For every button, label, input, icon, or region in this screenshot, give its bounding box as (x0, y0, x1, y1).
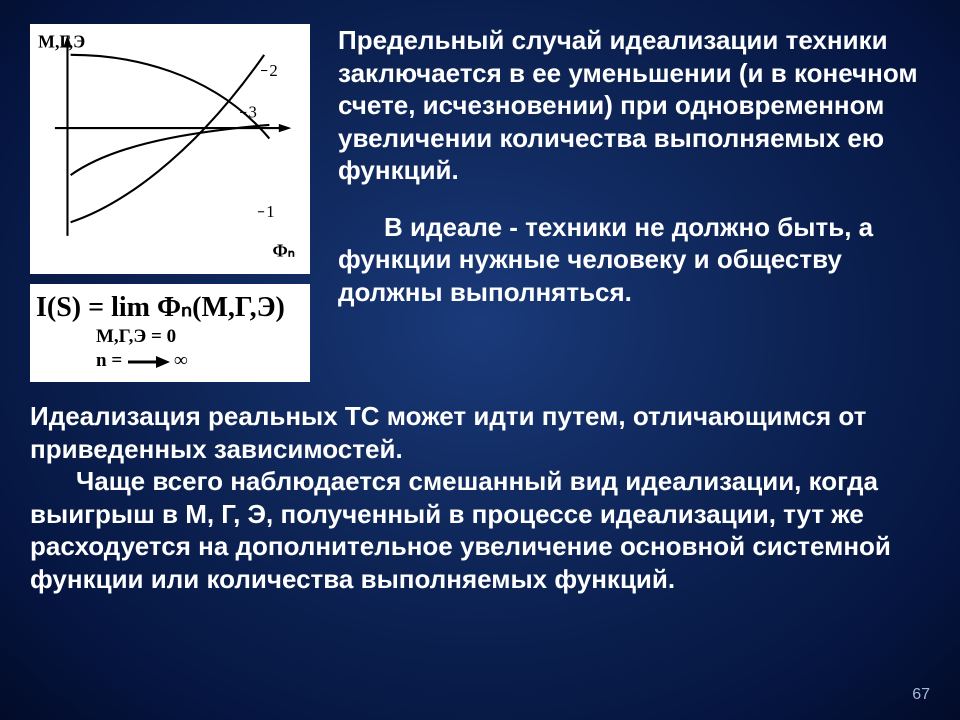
paragraph-2: В идеале - техники не должно быть, а фун… (338, 211, 930, 309)
idealization-chart: М,Г,Э Фₙ 1 2 3 (30, 24, 310, 274)
page-number: 67 (912, 686, 930, 704)
formula-sub2: n = ∞ (96, 350, 304, 372)
svg-text:3: 3 (248, 103, 256, 122)
arrow-icon (126, 350, 170, 372)
slide: М,Г,Э Фₙ 1 2 3 I(S) = lim Фₙ(М,Г,Э) М,Г,Э … (0, 0, 960, 615)
formula-sub1: М,Г,Э = 0 (96, 326, 304, 348)
paragraph-1: Предельный случай идеализации техники за… (338, 24, 930, 187)
left-column: М,Г,Э Фₙ 1 2 3 I(S) = lim Фₙ(М,Г,Э) М,Г,Э … (30, 24, 310, 382)
paragraph-3b: Чаще всего наблюдается смешанный вид иде… (30, 465, 930, 595)
chart-svg: М,Г,Э Фₙ 1 2 3 (34, 28, 306, 270)
chart-y-label: М,Г,Э (38, 32, 85, 52)
formula-sub2-suffix: ∞ (174, 350, 188, 372)
svg-text:1: 1 (266, 202, 274, 221)
top-row: М,Г,Э Фₙ 1 2 3 I(S) = lim Фₙ(М,Г,Э) М,Г,Э … (30, 24, 930, 382)
formula-box: I(S) = lim Фₙ(М,Г,Э) М,Г,Э = 0 n = ∞ (30, 284, 310, 382)
formula-sub2-prefix: n = (96, 350, 122, 372)
svg-text:2: 2 (269, 61, 277, 80)
paragraph-2-text: В идеале - техники не должно быть, а фун… (338, 211, 930, 309)
chart-x-label: Фₙ (273, 241, 295, 261)
bottom-paragraph: Идеализация реальных ТС может идти путем… (30, 400, 930, 595)
formula-main: I(S) = lim Фₙ(М,Г,Э) (36, 290, 304, 324)
right-column: Предельный случай идеализации техники за… (338, 24, 930, 308)
paragraph-3a: Идеализация реальных ТС может идти путем… (30, 401, 866, 464)
